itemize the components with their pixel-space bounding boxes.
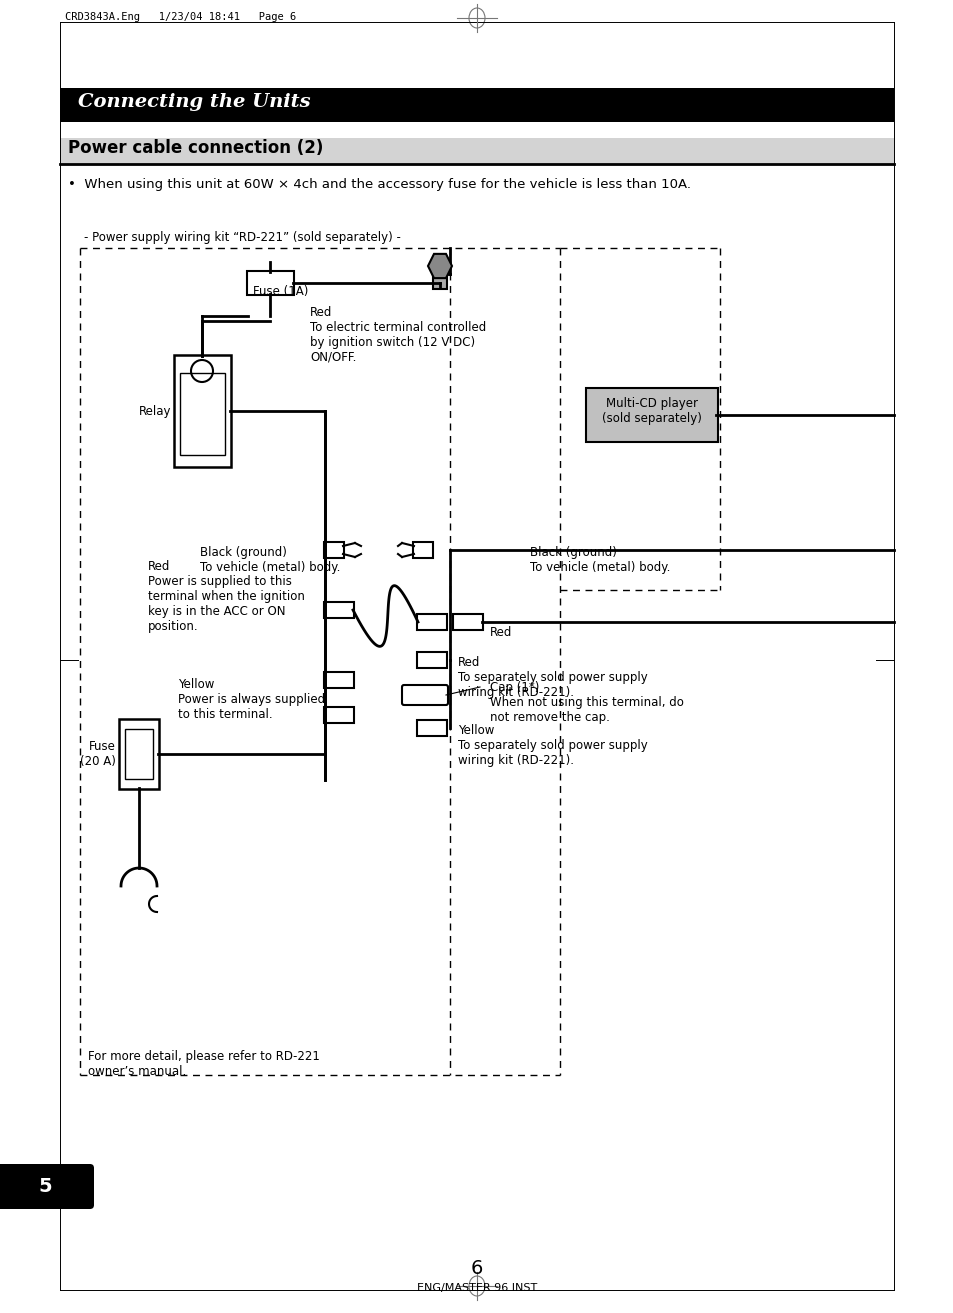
- FancyBboxPatch shape: [416, 614, 447, 630]
- Text: Black (ground)
To vehicle (metal) body.: Black (ground) To vehicle (metal) body.: [530, 546, 670, 574]
- FancyBboxPatch shape: [173, 355, 231, 467]
- FancyBboxPatch shape: [125, 729, 152, 779]
- Text: Multi-CD player
(sold separately): Multi-CD player (sold separately): [601, 397, 701, 425]
- FancyBboxPatch shape: [119, 720, 159, 789]
- Text: Yellow
Power is always supplied
to this terminal.: Yellow Power is always supplied to this …: [178, 678, 325, 721]
- FancyBboxPatch shape: [324, 542, 344, 558]
- Text: 5: 5: [38, 1176, 51, 1196]
- FancyBboxPatch shape: [433, 265, 447, 289]
- FancyBboxPatch shape: [0, 1165, 94, 1209]
- FancyBboxPatch shape: [324, 672, 354, 688]
- Text: Relay: Relay: [138, 404, 171, 418]
- Text: Cap (1*)
When not using this terminal, do
not remove the cap.: Cap (1*) When not using this terminal, d…: [490, 681, 683, 723]
- Text: CRD3843A.Eng   1/23/04 18:41   Page 6: CRD3843A.Eng 1/23/04 18:41 Page 6: [65, 12, 296, 22]
- Text: Yellow
To separately sold power supply
wiring kit (RD-221).: Yellow To separately sold power supply w…: [457, 723, 647, 767]
- FancyBboxPatch shape: [413, 542, 433, 558]
- FancyBboxPatch shape: [60, 88, 893, 122]
- Text: ENG/MASTER 96 INST: ENG/MASTER 96 INST: [416, 1283, 537, 1293]
- Text: •  When using this unit at 60W × 4ch and the accessory fuse for the vehicle is l: • When using this unit at 60W × 4ch and …: [68, 179, 690, 190]
- FancyBboxPatch shape: [416, 720, 447, 737]
- FancyBboxPatch shape: [453, 614, 482, 630]
- Text: Red
To electric terminal controlled
by ignition switch (12 V DC)
ON/OFF.: Red To electric terminal controlled by i…: [310, 306, 486, 364]
- Text: Red
Power is supplied to this
terminal when the ignition
key is in the ACC or ON: Red Power is supplied to this terminal w…: [148, 561, 305, 633]
- Text: Red: Red: [490, 626, 512, 639]
- FancyBboxPatch shape: [585, 389, 718, 442]
- Text: Red
To separately sold power supply
wiring kit (RD-221).: Red To separately sold power supply wiri…: [457, 656, 647, 699]
- Text: Fuse (1A): Fuse (1A): [253, 285, 308, 298]
- FancyBboxPatch shape: [324, 706, 354, 723]
- Text: Power cable connection (2): Power cable connection (2): [68, 139, 323, 158]
- Text: Black (ground)
To vehicle (metal) body.: Black (ground) To vehicle (metal) body.: [200, 546, 340, 574]
- Text: 6: 6: [471, 1258, 482, 1278]
- FancyBboxPatch shape: [324, 601, 354, 618]
- FancyBboxPatch shape: [416, 653, 447, 668]
- Text: For more detail, please refer to RD-221
owner’s manual.: For more detail, please refer to RD-221 …: [88, 1050, 319, 1078]
- FancyBboxPatch shape: [247, 270, 294, 295]
- Text: Fuse
(20 A): Fuse (20 A): [80, 741, 116, 768]
- FancyBboxPatch shape: [401, 685, 448, 705]
- Polygon shape: [428, 253, 452, 278]
- Text: - Power supply wiring kit “RD-221” (sold separately) -: - Power supply wiring kit “RD-221” (sold…: [84, 231, 400, 244]
- FancyBboxPatch shape: [60, 138, 893, 164]
- Text: Connecting the Units: Connecting the Units: [78, 93, 311, 112]
- FancyBboxPatch shape: [180, 373, 225, 456]
